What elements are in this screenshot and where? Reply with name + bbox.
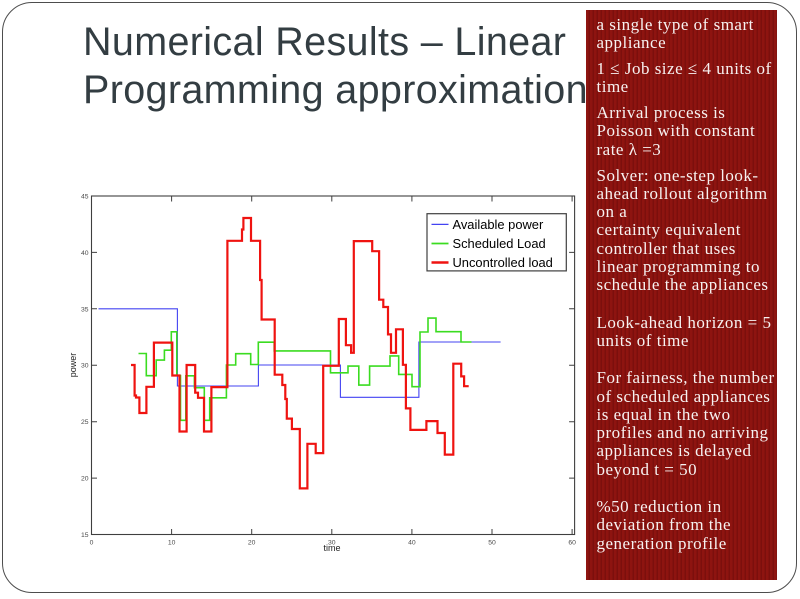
svg-text:20: 20 — [81, 476, 89, 483]
svg-text:40: 40 — [408, 540, 416, 547]
svg-text:Available power: Available power — [453, 217, 544, 232]
svg-text:25: 25 — [81, 419, 89, 426]
svg-text:10: 10 — [168, 540, 176, 547]
svg-text:20: 20 — [248, 540, 256, 547]
svg-text:Uncontrolled load: Uncontrolled load — [453, 255, 553, 270]
svg-text:35: 35 — [81, 306, 89, 313]
svg-text:power: power — [68, 353, 78, 378]
svg-text:45: 45 — [81, 194, 89, 201]
svg-text:30: 30 — [81, 363, 89, 370]
svg-text:40: 40 — [81, 250, 89, 257]
svg-text:Scheduled Load: Scheduled Load — [453, 236, 546, 251]
svg-text:15: 15 — [81, 532, 89, 539]
svg-text:0: 0 — [90, 540, 94, 547]
svg-text:30: 30 — [328, 540, 336, 547]
svg-text:time: time — [323, 543, 340, 553]
svg-text:50: 50 — [488, 540, 496, 547]
svg-text:60: 60 — [568, 540, 576, 547]
